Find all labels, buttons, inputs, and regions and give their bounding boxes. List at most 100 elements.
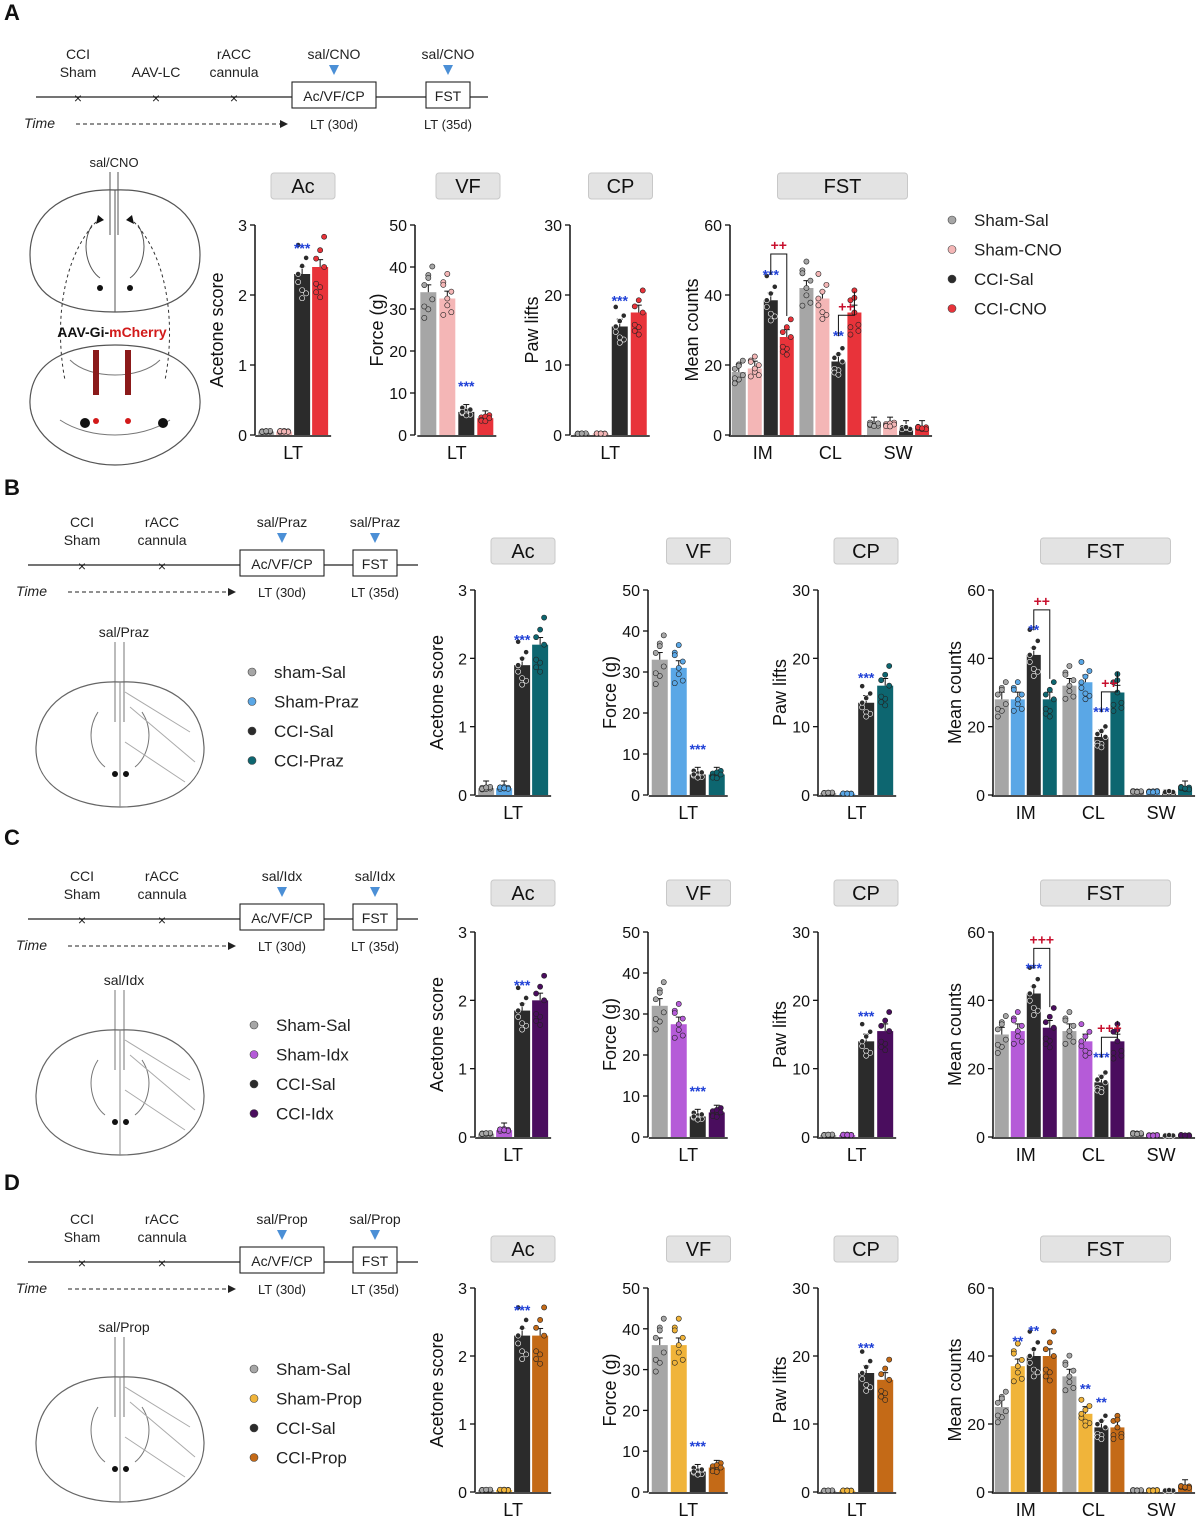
data-point: [882, 671, 889, 678]
treatment-arrow-icon: [443, 65, 453, 75]
significance-marker: ***: [690, 1083, 707, 1099]
y-tick-label: 50: [622, 1281, 640, 1298]
significance-marker: ***: [858, 1008, 875, 1024]
y-axis-label: Paw lifts: [770, 1001, 790, 1068]
timeline-event-label: Sham: [64, 886, 101, 902]
data-point: [859, 699, 866, 706]
data-point: [1114, 1416, 1121, 1423]
data-point: [1042, 1373, 1049, 1380]
data-point: [1166, 1487, 1172, 1493]
data-point: [639, 309, 646, 316]
data-point: [523, 1351, 530, 1358]
data-point: [1102, 723, 1109, 730]
y-axis-label: Force (g): [600, 1353, 620, 1426]
bar: [1094, 736, 1109, 795]
y-tick-label: 50: [389, 218, 407, 235]
time-arrow-head-icon: [228, 588, 236, 596]
data-point: [767, 290, 774, 297]
bar: [1110, 1427, 1125, 1492]
bar: [312, 267, 329, 435]
data-point: [1050, 679, 1057, 686]
treatment-arrow-icon: [370, 887, 380, 897]
bar: [532, 1000, 549, 1137]
brain-illustration: sal/Praz: [35, 624, 205, 808]
data-point: [1030, 1012, 1037, 1018]
data-point: [501, 785, 508, 792]
bar: [1042, 699, 1057, 795]
y-axis-label: Mean counts: [945, 983, 965, 1086]
data-point: [635, 297, 642, 304]
data-point: [1134, 1131, 1140, 1137]
data-point: [886, 1028, 893, 1034]
data-point: [779, 329, 786, 335]
data-point: [1030, 666, 1037, 672]
data-point: [612, 329, 619, 335]
data-point: [1182, 785, 1188, 792]
x-category-label: CL: [1082, 803, 1105, 823]
bar: [651, 1345, 668, 1492]
data-point: [652, 681, 659, 687]
data-point: [803, 292, 810, 299]
data-point: [859, 1348, 866, 1355]
data-point: [1098, 728, 1105, 735]
significance-marker: ***: [858, 1340, 875, 1356]
y-tick-label: 1: [238, 358, 247, 375]
data-point: [1098, 1089, 1105, 1096]
data-point: [994, 1399, 1001, 1406]
panel-svg: CCI Sham × rACC cannula × Ac/VF/CP sal/Prop LT (…: [16, 1211, 1196, 1520]
y-tick-label: 0: [801, 1130, 810, 1147]
data-point: [1182, 1132, 1188, 1139]
data-point: [1030, 1366, 1037, 1373]
y-tick-label: 2: [238, 288, 247, 305]
data-point: [537, 659, 544, 666]
bar: [858, 702, 875, 795]
data-point: [523, 995, 530, 1001]
data-point: [1110, 708, 1117, 714]
data-point: [1050, 1024, 1057, 1031]
data-point: [1014, 1340, 1021, 1347]
timeline-event-label: Sham: [60, 64, 97, 80]
data-point: [863, 1387, 870, 1394]
data-point: [698, 769, 705, 776]
chart-title: Ac: [511, 541, 534, 563]
legend-marker: [247, 756, 257, 765]
data-point: [652, 1016, 659, 1022]
chart-title: FST: [1087, 883, 1125, 905]
chart-title-tab: [270, 172, 336, 200]
timeline: CCI Sham × rACC cannula × Ac/VF/CP sal/Praz LT (…: [16, 514, 418, 600]
data-point: [281, 428, 288, 435]
data-point: [783, 324, 790, 331]
y-tick-label: 50: [622, 925, 640, 942]
data-point: [1026, 652, 1033, 658]
x-category-label: LT: [283, 443, 303, 463]
data-point: [519, 1026, 526, 1033]
bar: [1094, 1427, 1109, 1492]
data-point: [1002, 701, 1009, 708]
data-point: [835, 371, 842, 378]
data-point: [1002, 1036, 1009, 1043]
data-point: [515, 638, 522, 645]
data-point: [994, 705, 1001, 712]
data-point: [295, 279, 302, 285]
data-point: [612, 323, 619, 330]
data-point: [1066, 1033, 1073, 1040]
panel-svg: CCI Sham × rACC cannula × Ac/VF/CP sal/Idx LT (3…: [16, 868, 1196, 1165]
bar: [1078, 682, 1093, 795]
data-point: [1098, 1073, 1105, 1080]
data-point: [1046, 1013, 1053, 1020]
data-point: [448, 288, 455, 295]
data-point: [1070, 1022, 1077, 1029]
data-point: [523, 649, 530, 656]
x-category-label: LT: [678, 1500, 698, 1520]
chart-title-tab: [833, 1235, 899, 1263]
data-point: [1014, 1028, 1021, 1034]
y-tick-label: 0: [458, 1130, 467, 1147]
legend-label: Sham-Sal: [974, 211, 1049, 230]
panel-c: C CCI Sham × rACC cannula × Ac/VF/CP sal/Idx LT (…: [0, 825, 1200, 1170]
legend-marker: [247, 667, 257, 677]
chart-ac: Ac 0 1 2 3 Acetone score LT ***: [427, 537, 556, 823]
significance-marker: **: [1080, 1380, 1091, 1396]
data-point: [1018, 1375, 1025, 1382]
y-axis-label: Mean counts: [945, 641, 965, 744]
